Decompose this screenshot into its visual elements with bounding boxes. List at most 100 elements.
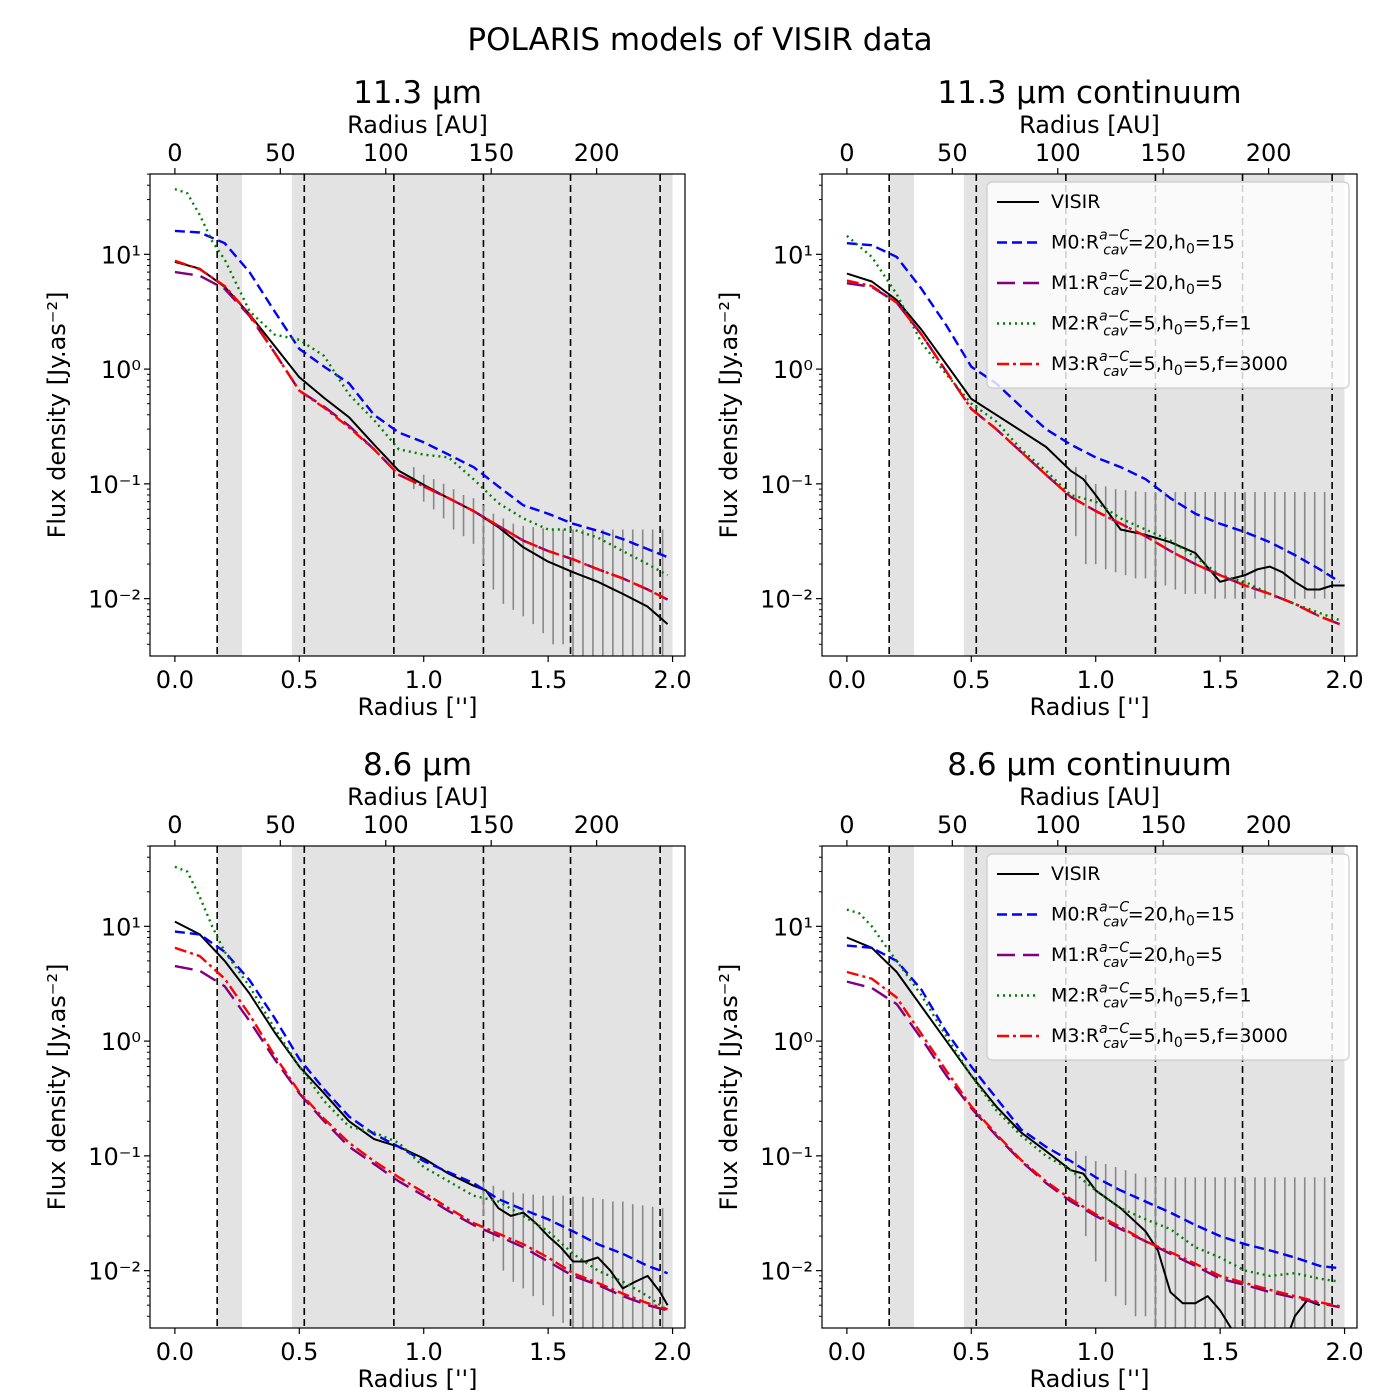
figure-title: POLARIS models of VISIR data: [467, 22, 933, 58]
legend: VISIR M0:Ra−C cav=20,h0=15 M1:Ra−C cav=20,h0…: [986, 853, 1350, 1061]
top-x-tick-label: 50: [265, 811, 296, 839]
x-tick-label: 1.5: [1201, 666, 1239, 694]
top-x-tick-label: 50: [265, 139, 296, 167]
x-tick-label: 0.0: [828, 1338, 866, 1366]
top-x-tick-label: 200: [574, 811, 620, 839]
shaded-region: [217, 174, 243, 656]
top-axis-label: Radius [AU]: [1019, 783, 1160, 811]
top-x-tick-label: 150: [1140, 811, 1186, 839]
x-tick-label: 0.0: [156, 1338, 194, 1366]
shaded-region: [889, 846, 915, 1328]
panel-title: 11.3 μm continuum: [937, 75, 1241, 111]
top-x-tick-label: 100: [1035, 139, 1081, 167]
top-x-tick-label: 150: [468, 811, 514, 839]
legend-label-m2: M2:Ra−C cav=5,h0=5,f=1: [1051, 981, 1252, 1012]
x-tick-label: 0.5: [280, 1338, 318, 1366]
panel-p2: 0.0 0.5 1.0 1.5 2.0 0 50 100 150 200 10⁻² 10⁻¹ 10⁰ 10…: [715, 75, 1364, 721]
x-tick-label: 0.0: [156, 666, 194, 694]
top-axis-label: Radius [AU]: [1019, 111, 1160, 139]
y-tick-label: 10⁻²: [88, 586, 141, 614]
series-line-visir: [846, 936, 1321, 1328]
top-x-tick-label: 200: [1246, 139, 1292, 167]
series-line-m3: [174, 259, 669, 601]
panel-p1: 0.0 0.5 1.0 1.5 2.0 0 50 100 150 200 10⁻² 10⁻¹ 10⁰ 10…: [43, 75, 692, 721]
y-tick-label: 10⁰: [773, 1028, 813, 1056]
y-tick-label: 10⁻¹: [760, 1143, 813, 1171]
top-x-tick-label: 200: [574, 139, 620, 167]
x-tick-label: 2.0: [1325, 1338, 1363, 1366]
series-line-visir: [174, 260, 669, 625]
series-line-m0: [174, 229, 669, 559]
series-line-visir: [846, 272, 1345, 591]
top-x-tick-label: 0: [167, 139, 182, 167]
top-axis-label: Radius [AU]: [347, 783, 488, 811]
top-x-tick-label: 100: [1035, 811, 1081, 839]
panel-title: 8.6 μm: [363, 747, 472, 783]
series-line-m3: [846, 970, 1340, 1308]
y-axis-label: Flux density [Jy.as⁻²]: [715, 292, 743, 539]
y-axis-label: Flux density [Jy.as⁻²]: [43, 964, 71, 1211]
x-tick-label: 0.0: [828, 666, 866, 694]
y-tick-label: 10¹: [101, 913, 141, 941]
legend-label-m3: M3:Ra−C cav=5,h0=5,f=3000: [1051, 349, 1288, 380]
x-tick-label: 1.5: [1201, 1338, 1239, 1366]
y-tick-label: 10¹: [773, 913, 813, 941]
top-x-tick-label: 150: [468, 139, 514, 167]
series-line-m2: [846, 234, 1341, 622]
x-tick-label: 0.5: [952, 666, 990, 694]
y-tick-label: 10⁰: [773, 356, 813, 384]
y-tick-label: 10¹: [773, 241, 813, 269]
plot-area: [174, 846, 673, 1328]
top-x-tick-label: 100: [363, 139, 409, 167]
legend-label-m0: M0:Ra−C cav=20,h0=15: [1051, 900, 1235, 931]
top-x-tick-label: 0: [839, 139, 854, 167]
legend-label-m2: M2:Ra−C cav=5,h0=5,f=1: [1051, 309, 1252, 340]
top-x-tick-label: 100: [363, 811, 409, 839]
panel-title: 11.3 μm: [353, 75, 482, 111]
x-tick-label: 0.5: [952, 1338, 990, 1366]
shaded-region: [291, 174, 673, 656]
top-x-tick-label: 200: [1246, 811, 1292, 839]
top-x-tick-label: 50: [937, 811, 968, 839]
y-axis-label: Flux density [Jy.as⁻²]: [43, 292, 71, 539]
x-tick-label: 2.0: [653, 666, 691, 694]
top-axis-label: Radius [AU]: [347, 111, 488, 139]
x-tick-label: 2.0: [653, 1338, 691, 1366]
legend-box: [986, 181, 1350, 389]
y-tick-label: 10⁻¹: [760, 471, 813, 499]
panel-p3: 0.0 0.5 1.0 1.5 2.0 0 50 100 150 200 10⁻² 10⁻¹ 10⁰ 10…: [43, 747, 692, 1393]
y-tick-label: 10⁻¹: [88, 471, 141, 499]
series-line-visir: [174, 920, 669, 1306]
shaded-region: [889, 174, 915, 656]
top-x-tick-label: 0: [167, 811, 182, 839]
series-line-m1: [846, 980, 1340, 1309]
legend-label-visir: VISIR: [1051, 191, 1100, 213]
y-axis-label: Flux density [Jy.as⁻²]: [715, 964, 743, 1211]
series-line-m1: [174, 964, 668, 1312]
series-line-m2: [174, 865, 669, 1312]
y-tick-label: 10¹: [101, 241, 141, 269]
shaded-region: [291, 846, 673, 1328]
legend-label-m3: M3:Ra−C cav=5,h0=5,f=3000: [1051, 1021, 1288, 1052]
legend-box: [986, 853, 1350, 1061]
top-x-tick-label: 50: [937, 139, 968, 167]
x-tick-label: 1.5: [529, 1338, 567, 1366]
series-line-m0: [174, 930, 669, 1275]
x-tick-label: 1.0: [1077, 666, 1115, 694]
panel-title: 8.6 μm continuum: [947, 747, 1232, 783]
series-line-m0: [846, 242, 1341, 583]
x-tick-label: 2.0: [1325, 666, 1363, 694]
x-axis-label: Radius ['']: [357, 1365, 477, 1393]
shaded-region: [217, 846, 243, 1328]
legend-label-visir: VISIR: [1051, 863, 1100, 885]
legend: VISIR M0:Ra−C cav=20,h0=15 M1:Ra−C cav=20,h0…: [986, 181, 1350, 389]
legend-label-m1: M1:Ra−C cav=20,h0=5: [1051, 940, 1223, 971]
y-tick-label: 10⁰: [101, 356, 141, 384]
y-tick-label: 10⁰: [101, 1028, 141, 1056]
panel-p4: 0.0 0.5 1.0 1.5 2.0 0 50 100 150 200 10⁻² 10⁻¹ 10⁰ 10…: [715, 747, 1364, 1393]
y-tick-label: 10⁻¹: [88, 1143, 141, 1171]
x-tick-label: 1.0: [405, 1338, 443, 1366]
x-axis-label: Radius ['']: [1029, 693, 1149, 721]
y-tick-label: 10⁻²: [760, 1258, 813, 1286]
x-tick-label: 1.0: [1077, 1338, 1115, 1366]
